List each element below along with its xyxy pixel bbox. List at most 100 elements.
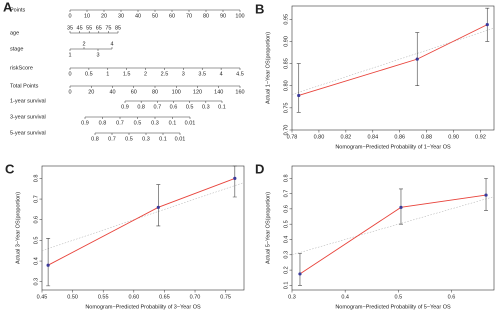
tick-label: 0.1 — [159, 136, 167, 142]
tick-label: 0.01 — [185, 120, 196, 126]
panel: D 0.3 0.4 0.5 0.6 0.1 0.2 0.3 0.4 0.5 0.6 0.7 0.8 Nom… — [255, 161, 495, 310]
error-bar — [46, 238, 51, 287]
x-tick-label: 0.78 — [287, 134, 298, 140]
x-tick-label: 0.50 — [67, 294, 78, 300]
tick-label: 0.9 — [121, 104, 129, 110]
tick-label: 0 — [68, 71, 71, 77]
x-tick-label: 0.4 — [341, 294, 349, 300]
error-bar — [297, 252, 302, 286]
tick-label: 1 — [68, 52, 71, 58]
tick-label: 75 — [105, 25, 111, 31]
point — [415, 57, 419, 61]
row-label: Total Points — [10, 83, 39, 89]
tick-label: 0.6 — [170, 104, 178, 110]
x-axis-label: Nomogram−Predicted Probability of 1−Year… — [335, 144, 451, 150]
tick-label: 0.7 — [154, 104, 162, 110]
tick-label: 4 — [220, 71, 223, 77]
tick-label: 60 — [169, 13, 175, 19]
tick-label: 0 — [68, 89, 71, 95]
tick-label: 160 — [235, 89, 244, 95]
panel-letter: D — [255, 161, 264, 176]
x-tick-label: 0.88 — [421, 134, 432, 140]
tick-label: 1 — [106, 71, 109, 77]
y-tick-label: 0.6 — [33, 216, 39, 224]
tick-label: 100 — [235, 13, 244, 19]
tick-label: 3 — [182, 71, 185, 77]
point — [399, 205, 403, 209]
tick-label: 80 — [203, 13, 209, 19]
tick-label: 40 — [135, 13, 141, 19]
x-tick-label: 0.75 — [220, 294, 231, 300]
plot-frame — [41, 165, 245, 291]
tick-label: 60 — [131, 89, 137, 95]
tick-label: 2.5 — [161, 71, 169, 77]
y-tick-label: 0.1 — [283, 282, 289, 290]
y-tick-label: 0.5 — [283, 220, 289, 228]
tick-label: 55 — [86, 25, 92, 31]
tick-label: 0.01 — [175, 136, 186, 142]
tick-label: 0.5 — [125, 136, 133, 142]
x-tick-label: 0.65 — [159, 294, 170, 300]
tick-label: 0.8 — [91, 136, 99, 142]
tick-label: 70 — [186, 13, 192, 19]
y-tick-label: 0.8 — [33, 175, 39, 183]
point — [297, 93, 301, 98]
panel-letter: C — [5, 161, 15, 176]
plot-frame — [291, 5, 495, 131]
x-tick-label: 0.90 — [448, 134, 459, 140]
row-label: riskScore — [10, 65, 33, 71]
x-tick-label: 0.70 — [190, 294, 201, 300]
tick-label: 0.7 — [108, 136, 116, 142]
plot-frame — [291, 165, 495, 291]
tick-label: 140 — [214, 89, 223, 95]
y-tick-label: 0.70 — [283, 125, 289, 136]
calibration-line — [299, 194, 487, 275]
row-label: stage — [10, 46, 23, 52]
tick-label: 50 — [152, 13, 158, 19]
ideal-line — [291, 27, 495, 95]
y-tick-label: 0.75 — [283, 102, 289, 113]
calibration-line — [47, 177, 235, 266]
tick-label: 0.7 — [116, 120, 124, 126]
x-tick-label: 0.80 — [314, 134, 325, 140]
panel-letter: B — [255, 1, 264, 16]
point — [156, 205, 160, 209]
y-tick-label: 0.90 — [283, 36, 289, 47]
tick-label: 1.5 — [123, 71, 131, 77]
point — [233, 176, 237, 180]
row-label: 1-year survival — [10, 98, 46, 104]
x-tick-label: 0.86 — [394, 134, 405, 140]
tick-label: 120 — [193, 89, 202, 95]
tick-label: 80 — [152, 89, 158, 95]
tick-label: 10 — [84, 13, 90, 19]
ideal-line — [291, 196, 495, 256]
panel-letter: A — [3, 0, 13, 14]
tick-label: 0.5 — [134, 120, 142, 126]
y-tick-label: 0.3 — [33, 278, 39, 286]
tick-label: 30 — [118, 13, 124, 19]
error-bar — [232, 165, 237, 198]
y-tick-label: 0.4 — [283, 236, 289, 244]
tick-label: 3.5 — [198, 71, 206, 77]
y-tick-label: 0.3 — [283, 251, 289, 259]
y-tick-label: 0.6 — [283, 205, 289, 213]
y-tick-label: 0.2 — [283, 266, 289, 274]
y-tick-label: 0.4 — [33, 257, 39, 265]
tick-label: 0.3 — [142, 136, 150, 142]
tick-label: 0.5 — [85, 71, 93, 77]
tick-label: 0.1 — [218, 104, 226, 110]
tick-label: 20 — [88, 89, 94, 95]
error-bar — [156, 184, 161, 227]
y-tick-label: 0.95 — [283, 14, 289, 25]
tick-label: 0.5 — [186, 104, 194, 110]
row-label: 3-year survival — [10, 114, 46, 120]
x-tick-label: 0.84 — [367, 134, 378, 140]
tick-label: 65 — [96, 25, 102, 31]
y-axis-label: Actual 5−Year OS(proportion) — [265, 192, 271, 264]
x-axis-label: Nomogram−Predicted Probability of 5−Year… — [335, 304, 451, 310]
x-tick-label: 0.6 — [448, 294, 456, 300]
point — [298, 272, 302, 276]
row-label: 5-year survival — [10, 130, 46, 136]
